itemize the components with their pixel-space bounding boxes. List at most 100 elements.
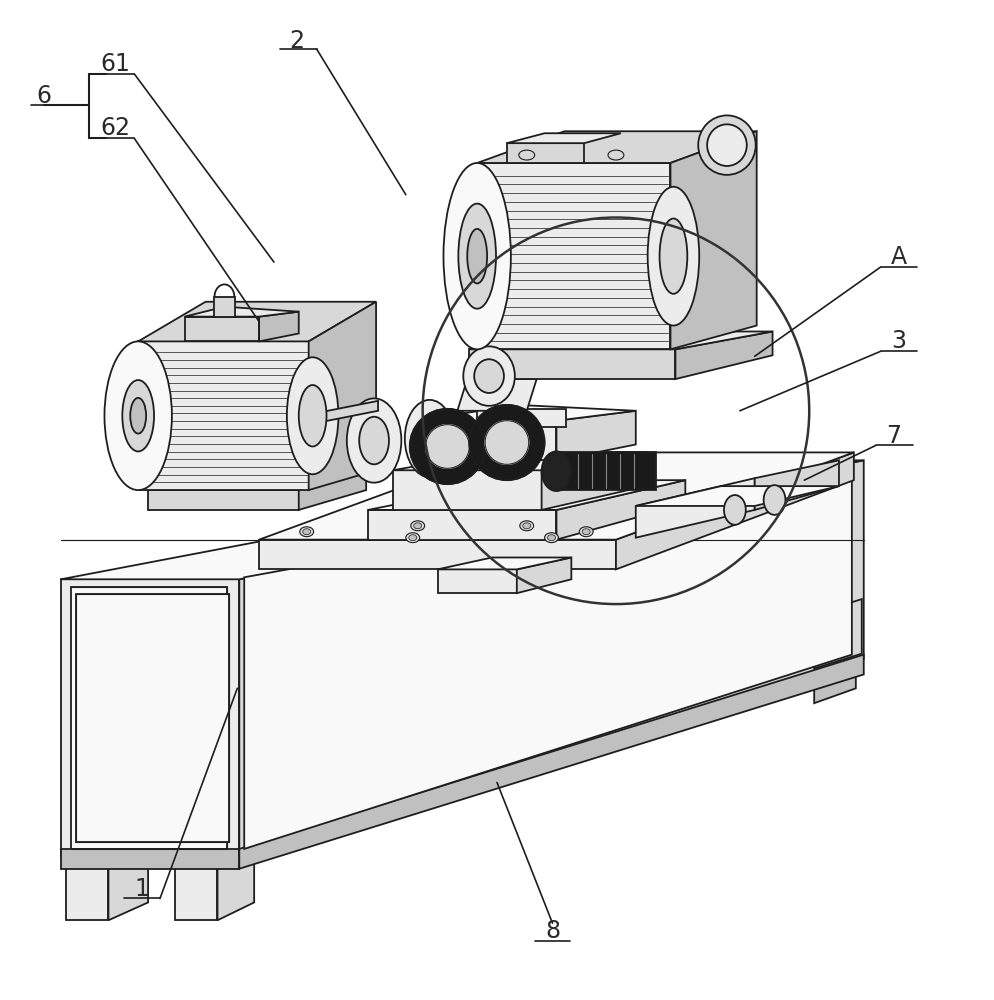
Ellipse shape [523, 523, 531, 529]
Ellipse shape [287, 357, 338, 474]
Polygon shape [66, 862, 108, 920]
Polygon shape [417, 421, 557, 460]
Polygon shape [299, 470, 366, 510]
Polygon shape [542, 452, 646, 510]
Text: 62: 62 [100, 116, 130, 140]
Ellipse shape [698, 115, 755, 175]
Polygon shape [61, 849, 240, 869]
Polygon shape [477, 409, 567, 427]
Polygon shape [240, 655, 864, 869]
Polygon shape [259, 540, 616, 569]
Polygon shape [175, 862, 218, 920]
Ellipse shape [724, 495, 746, 525]
Polygon shape [517, 557, 572, 593]
Polygon shape [417, 405, 636, 421]
Ellipse shape [405, 400, 454, 477]
Polygon shape [259, 312, 299, 341]
Polygon shape [214, 297, 236, 317]
Polygon shape [616, 545, 658, 609]
Polygon shape [754, 460, 839, 510]
Ellipse shape [707, 124, 746, 166]
Ellipse shape [406, 533, 419, 543]
Ellipse shape [300, 527, 314, 537]
Polygon shape [393, 452, 646, 470]
Circle shape [485, 421, 529, 464]
Polygon shape [814, 599, 862, 669]
Polygon shape [469, 349, 675, 379]
Polygon shape [507, 143, 584, 163]
Polygon shape [557, 452, 656, 490]
Ellipse shape [303, 529, 311, 535]
Ellipse shape [130, 398, 146, 434]
Polygon shape [185, 317, 259, 341]
Ellipse shape [359, 417, 389, 464]
Text: 2: 2 [289, 29, 304, 53]
Polygon shape [108, 857, 148, 920]
Polygon shape [437, 557, 572, 569]
Polygon shape [477, 163, 671, 349]
Polygon shape [148, 470, 366, 490]
Text: 6: 6 [37, 84, 52, 108]
Ellipse shape [122, 380, 154, 451]
Polygon shape [148, 490, 299, 510]
Ellipse shape [582, 529, 590, 535]
Ellipse shape [409, 535, 416, 541]
Text: 8: 8 [545, 919, 560, 943]
Text: 61: 61 [100, 52, 130, 76]
Polygon shape [469, 331, 772, 349]
Polygon shape [616, 452, 854, 569]
Ellipse shape [519, 150, 535, 160]
Polygon shape [814, 670, 856, 703]
Circle shape [469, 405, 545, 480]
Ellipse shape [580, 527, 593, 537]
Polygon shape [557, 411, 636, 460]
Ellipse shape [520, 521, 534, 531]
Polygon shape [185, 307, 299, 317]
Ellipse shape [467, 229, 487, 283]
Polygon shape [636, 486, 839, 506]
Text: A: A [891, 245, 907, 269]
Circle shape [410, 409, 485, 484]
Ellipse shape [548, 535, 556, 541]
Polygon shape [368, 510, 557, 540]
Polygon shape [76, 594, 230, 842]
Polygon shape [138, 302, 376, 341]
Polygon shape [457, 379, 537, 411]
Ellipse shape [443, 163, 511, 349]
Polygon shape [437, 569, 517, 593]
Ellipse shape [463, 346, 515, 406]
Ellipse shape [763, 485, 785, 515]
Polygon shape [507, 133, 621, 143]
Polygon shape [671, 131, 756, 349]
Polygon shape [309, 302, 376, 490]
Polygon shape [675, 331, 772, 379]
Ellipse shape [660, 218, 687, 294]
Polygon shape [218, 857, 254, 920]
Text: 1: 1 [135, 877, 149, 901]
Text: 7: 7 [886, 424, 901, 448]
Polygon shape [393, 470, 542, 510]
Ellipse shape [648, 187, 699, 326]
Polygon shape [477, 131, 756, 163]
Polygon shape [61, 579, 240, 857]
Polygon shape [557, 480, 685, 540]
Ellipse shape [347, 398, 402, 483]
Ellipse shape [411, 521, 424, 531]
Text: 3: 3 [891, 329, 906, 353]
Polygon shape [71, 587, 228, 849]
Ellipse shape [299, 385, 326, 446]
Polygon shape [259, 452, 854, 540]
Polygon shape [240, 460, 864, 857]
Ellipse shape [415, 417, 443, 460]
Polygon shape [245, 466, 852, 849]
Ellipse shape [414, 523, 421, 529]
Ellipse shape [458, 204, 496, 309]
Polygon shape [138, 341, 309, 490]
Ellipse shape [608, 150, 624, 160]
Circle shape [425, 425, 469, 468]
Polygon shape [636, 478, 754, 538]
Ellipse shape [545, 533, 559, 543]
Polygon shape [61, 460, 864, 579]
Polygon shape [368, 480, 685, 510]
Ellipse shape [542, 451, 572, 491]
